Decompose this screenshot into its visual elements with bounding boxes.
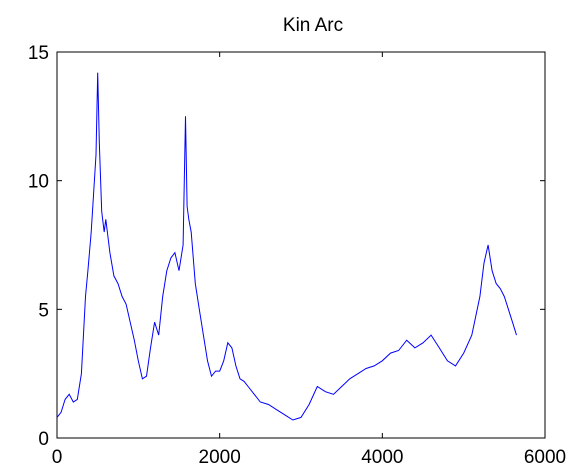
data-series-line (56, 72, 517, 421)
x-tick-label: 0 (52, 447, 63, 468)
x-tick-label: 2000 (199, 447, 241, 468)
axis-ticks (56, 51, 546, 439)
x-tick-label: 6000 (524, 447, 566, 468)
axis-tick-labels: 0 2000 4000 6000 0 5 10 15 (28, 43, 566, 468)
y-tick-label: 15 (28, 43, 49, 64)
plot-frame (56, 51, 546, 439)
y-tick-label: 0 (38, 429, 49, 450)
x-tick-label: 4000 (361, 447, 403, 468)
y-tick-label: 10 (28, 172, 49, 193)
chart-title: Kin Arc (283, 15, 343, 36)
y-tick-label: 5 (38, 300, 49, 321)
